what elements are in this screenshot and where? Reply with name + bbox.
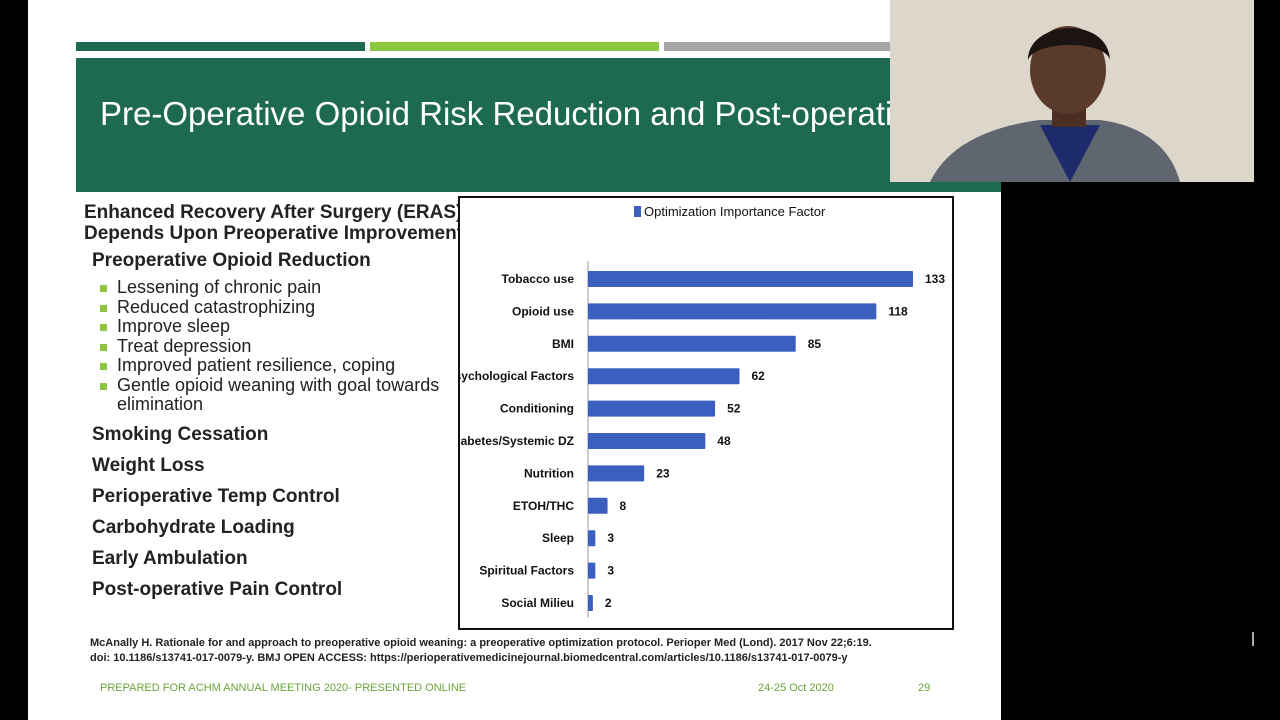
citation: McAnally H. Rationale for and approach t… [90,636,990,666]
value-label-1: 118 [888,304,908,318]
bar-7 [588,497,608,514]
bullet-list: Lessening of chronic pain Reduced catast… [96,277,464,415]
value-label-10: 2 [605,596,612,610]
category-label-0: Tobacco use [502,272,575,286]
bullet-square-icon [100,324,107,331]
bullet-square-icon [100,285,107,292]
slide-title: Pre-Operative Opioid Risk Reduction and … [100,95,1000,132]
category-label-2: BMI [552,337,574,351]
presenter-avatar-icon [890,0,1254,182]
bar-9 [588,562,596,579]
left-content: Enhanced Recovery After Surgery (ERAS) D… [84,202,464,605]
topic-weight-loss: Weight Loss [92,454,205,476]
category-label-7: ETOH/THC [513,499,574,513]
category-label-10: Social Milieu [501,596,574,610]
presenter-video [890,0,1254,182]
value-label-3: 62 [752,369,766,383]
category-label-3: Psychological Factors [460,369,574,383]
category-label-1: Opioid use [512,304,574,318]
value-label-6: 23 [656,466,670,480]
bar-0 [588,271,913,287]
bullet-square-icon [100,343,107,351]
bullet-square-icon [100,363,107,370]
legend-swatch [634,206,641,217]
category-label-4: Conditioning [500,402,574,416]
accent-bar-gray [664,42,954,51]
bar-4 [588,400,716,417]
topic-pain-control: Post-operative Pain Control [92,578,343,600]
legend-label: Optimization Importance Factor [644,204,826,219]
value-label-9: 3 [607,564,614,578]
value-label-2: 85 [808,337,822,351]
accent-bar-light-green [370,42,659,51]
bar-2 [588,335,796,352]
value-label-8: 3 [607,531,614,545]
left-heading: Enhanced Recovery After Surgery (ERAS) D… [84,202,464,244]
topic-carbohydrate-loading: Carbohydrate Loading [92,516,295,538]
value-label-7: 8 [620,499,627,513]
category-label-8: Sleep [542,531,574,545]
bullet-square-icon [100,382,107,390]
bullet-square-icon [100,304,107,312]
accent-bar-dark-green [76,42,365,51]
value-label-5: 48 [717,434,731,448]
bullet-item: Lessening of chronic pain [96,277,464,298]
slide: Pre-Operative Opioid Risk Reduction and … [28,0,1001,720]
bar-5 [588,433,706,449]
bar-10 [588,595,593,611]
bar-3 [588,368,740,385]
bullet-item: Treat depression [96,336,464,357]
citation-line-2: doi: 10.1186/s13741-017-0079-y. BMJ OPEN… [90,652,848,664]
category-label-5: Diabetes/Systemic DZ [460,434,574,448]
category-label-6: Nutrition [524,466,574,480]
bar-8 [588,530,596,547]
topic-smoking-cessation: Smoking Cessation [92,423,269,445]
topic-early-ambulation: Early Ambulation [92,547,248,569]
bar-chart: Optimization Importance Factor Tobacco us… [458,196,954,630]
title-band: Pre-Operative Opioid Risk Reduction and … [76,58,1001,192]
bullet-item: Improved patient resilience, coping [96,355,464,376]
page-number: 29 [918,682,931,694]
bar-6 [588,465,645,482]
subheading-opioid-reduction: Preoperative Opioid Reduction [92,250,371,271]
value-label-0: 133 [925,272,945,286]
citation-line-1: McAnally H. Rationale for and approach t… [90,637,872,649]
bar-1 [588,303,877,320]
right-edge-marker [1252,632,1254,646]
bullet-item: Improve sleep [96,316,464,337]
value-label-4: 52 [727,402,741,416]
footer-date: 24-25 Oct 2020 [758,682,834,694]
topic-temp-control: Perioperative Temp Control [92,485,340,507]
chart-svg: Optimization Importance Factor Tobacco us… [460,204,945,618]
footer-left: PREPARED FOR ACHM ANNUAL MEETING 2020- P… [100,682,467,694]
bullet-item: Gentle opioid weaning with goal towards … [96,375,464,415]
category-label-9: Spiritual Factors [479,564,574,578]
bullet-item: Reduced catastrophizing [96,297,464,318]
